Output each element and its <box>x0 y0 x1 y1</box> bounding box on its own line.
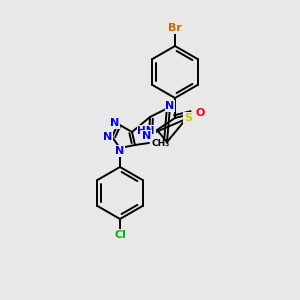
Text: S: S <box>184 113 192 123</box>
Text: N: N <box>110 118 120 128</box>
Text: N: N <box>165 101 175 111</box>
Text: Cl: Cl <box>114 230 126 240</box>
Text: Br: Br <box>168 23 182 33</box>
Text: N: N <box>116 146 124 156</box>
Text: O: O <box>196 108 206 118</box>
Text: CH₃: CH₃ <box>152 139 170 148</box>
Text: HN: HN <box>137 126 155 136</box>
Text: N: N <box>142 131 152 141</box>
Text: N: N <box>103 132 112 142</box>
